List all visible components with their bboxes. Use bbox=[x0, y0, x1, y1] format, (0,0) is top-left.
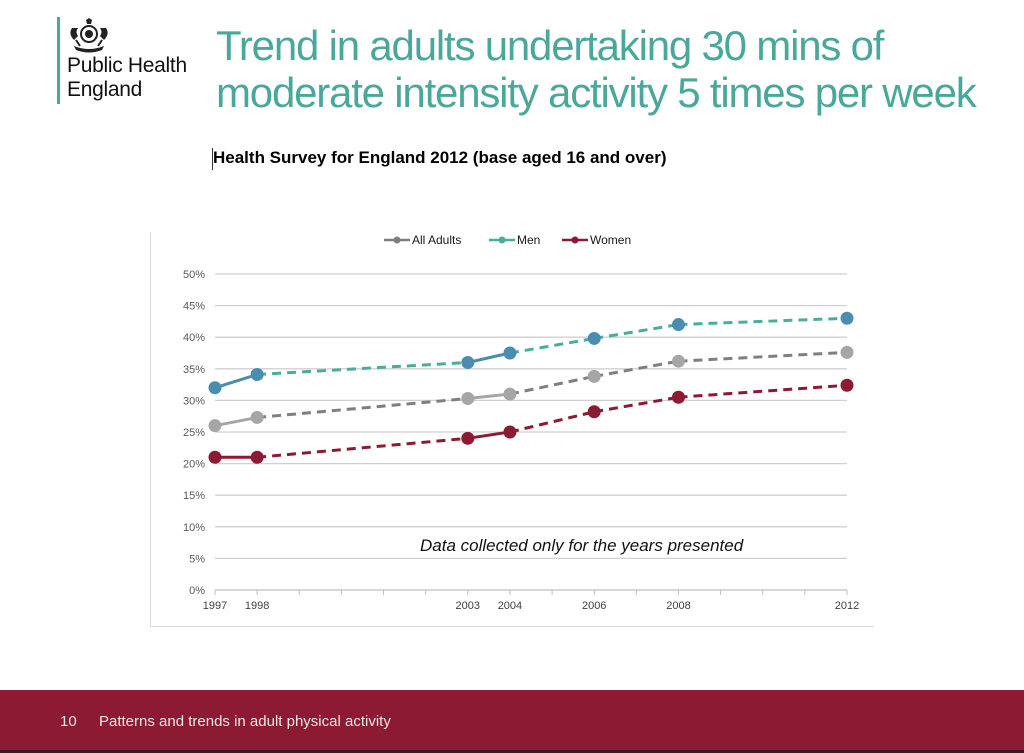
legend-marker-icon bbox=[571, 236, 579, 244]
series-all-adults bbox=[208, 345, 854, 433]
data-point bbox=[671, 318, 685, 332]
y-axis-tick-labels: 0% 5% 10% 15% 20% 25% 30% 35% 40% 45% 50% bbox=[183, 269, 205, 597]
royal-crest-icon bbox=[70, 18, 108, 53]
line-segment-solid bbox=[467, 430, 511, 440]
x-tick-label: 2012 bbox=[835, 600, 859, 612]
organisation-name: Public Health England bbox=[67, 54, 217, 102]
x-tick-label: 2006 bbox=[582, 600, 606, 612]
line-segment-dashed bbox=[509, 336, 595, 355]
data-point bbox=[840, 345, 854, 359]
data-point bbox=[250, 410, 264, 424]
logo-accent-bar bbox=[57, 17, 60, 104]
footer-band: 10 Patterns and trends in adult physical… bbox=[0, 690, 1024, 753]
y-tick-label: 35% bbox=[183, 364, 205, 376]
data-point bbox=[503, 346, 517, 360]
line-segment-solid bbox=[214, 373, 258, 390]
line-segment-solid bbox=[214, 415, 258, 428]
legend-marker-icon bbox=[498, 236, 506, 244]
line-segment-dashed bbox=[678, 350, 848, 363]
x-tick-label: 2004 bbox=[498, 600, 522, 612]
data-point bbox=[840, 311, 854, 325]
y-tick-label: 10% bbox=[183, 522, 205, 534]
data-point bbox=[503, 387, 517, 401]
legend-item: Women bbox=[562, 233, 631, 247]
x-tick-label: 2003 bbox=[456, 600, 480, 612]
y-tick-label: 5% bbox=[189, 553, 205, 565]
y-tick-label: 45% bbox=[183, 301, 205, 313]
line-segment-dashed bbox=[678, 383, 848, 399]
data-point bbox=[671, 390, 685, 404]
page-title-line2: moderate intensity activity 5 times per … bbox=[216, 69, 977, 116]
line-segment-dashed bbox=[256, 436, 468, 459]
data-point bbox=[250, 367, 264, 381]
y-tick-label: 40% bbox=[183, 332, 205, 344]
line-segment-solid bbox=[467, 392, 511, 400]
legend-label: All Adults bbox=[412, 233, 461, 247]
line-segment-dashed bbox=[593, 323, 679, 340]
y-tick-label: 25% bbox=[183, 427, 205, 439]
line-segment-dashed bbox=[256, 397, 468, 419]
data-point bbox=[503, 425, 517, 439]
legend: All Adults Men Women bbox=[384, 233, 631, 247]
page-title: Trend in adults undertaking 30 mins of m… bbox=[216, 22, 1016, 116]
chart-annotation: Data collected only for the years presen… bbox=[420, 536, 744, 555]
line-segment-dashed bbox=[593, 395, 679, 414]
data-point bbox=[840, 378, 854, 392]
page-title-line1: Trend in adults undertaking 30 mins of bbox=[216, 22, 884, 69]
text-cursor bbox=[212, 148, 213, 170]
line-segment-dashed bbox=[678, 316, 848, 327]
series-women bbox=[208, 378, 854, 464]
line-segment-dashed bbox=[257, 360, 468, 376]
y-tick-label: 15% bbox=[183, 490, 205, 502]
data-point bbox=[461, 431, 475, 445]
slide-number: 10 bbox=[60, 713, 77, 730]
data-point bbox=[587, 405, 601, 419]
data-point bbox=[461, 392, 475, 406]
subtitle[interactable]: Health Survey for England 2012 (base age… bbox=[213, 148, 667, 167]
data-point bbox=[208, 381, 222, 395]
legend-label: Women bbox=[590, 233, 631, 247]
legend-item: Men bbox=[489, 233, 540, 247]
legend-item: All Adults bbox=[384, 233, 461, 247]
series-group bbox=[208, 311, 854, 464]
x-tick-label: 1997 bbox=[203, 600, 227, 612]
x-axis: 1997 1998 2003 2004 2006 2008 2012 bbox=[203, 590, 859, 612]
chart-frame bbox=[150, 232, 874, 627]
line-segment-dashed bbox=[509, 374, 595, 396]
y-tick-label: 50% bbox=[183, 269, 205, 281]
footer-title: Patterns and trends in adult physical ac… bbox=[99, 713, 391, 730]
data-point bbox=[208, 419, 222, 433]
y-tick-label: 30% bbox=[183, 395, 205, 407]
x-tick-label: 2008 bbox=[666, 600, 690, 612]
legend-label: Men bbox=[517, 233, 540, 247]
organisation-name-line1: Public Health bbox=[67, 54, 187, 77]
organisation-name-line2: England bbox=[67, 78, 142, 101]
y-tick-label: 20% bbox=[183, 459, 205, 471]
data-point bbox=[587, 331, 601, 345]
series-men bbox=[208, 311, 854, 395]
gridlines bbox=[215, 273, 847, 591]
data-point bbox=[250, 450, 264, 464]
legend-marker-icon bbox=[393, 236, 401, 244]
data-point bbox=[671, 354, 685, 368]
y-tick-label: 0% bbox=[189, 585, 205, 597]
data-point bbox=[461, 355, 475, 369]
line-segment-dashed bbox=[509, 410, 595, 434]
data-point bbox=[208, 450, 222, 464]
line-segment-solid bbox=[467, 351, 511, 364]
data-point bbox=[587, 369, 601, 383]
x-tick-label: 1998 bbox=[245, 600, 269, 612]
